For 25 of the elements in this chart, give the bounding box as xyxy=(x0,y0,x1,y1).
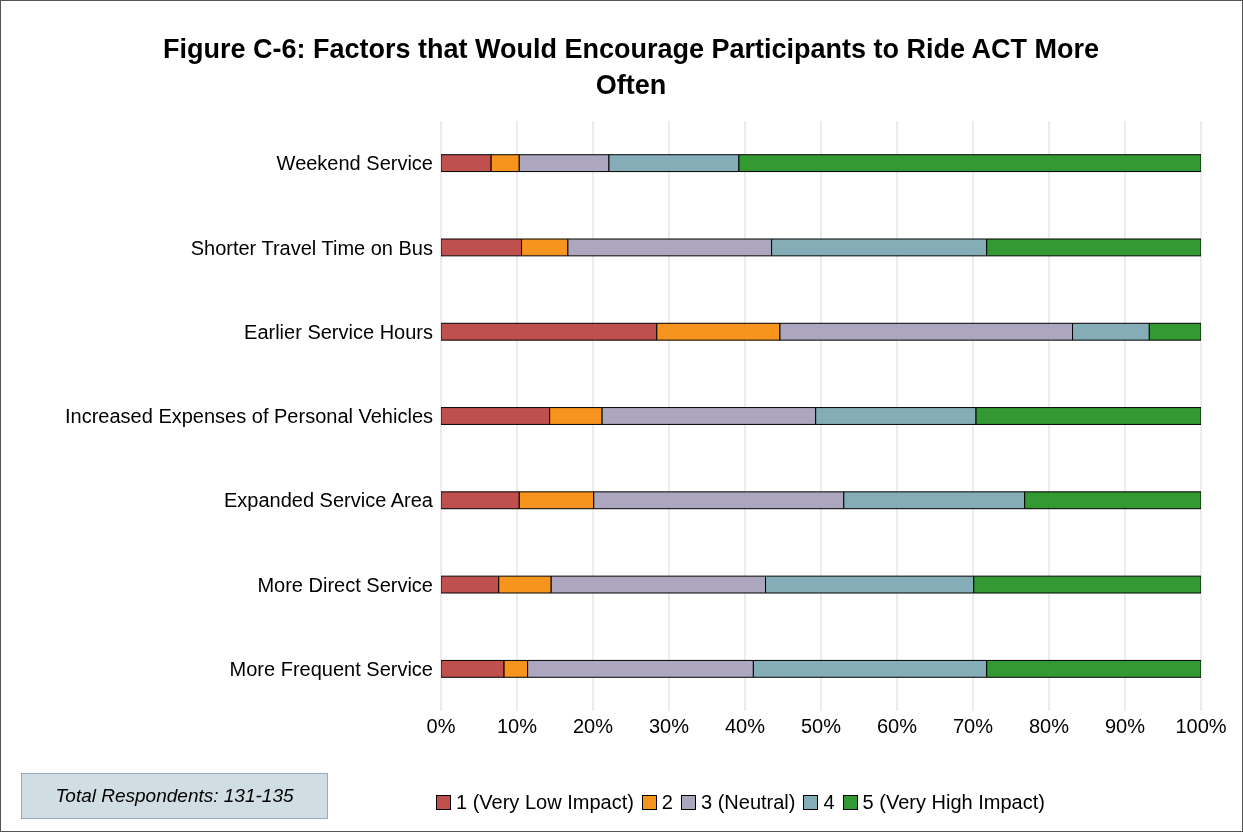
legend-label: 2 xyxy=(661,791,673,814)
legend-label: 5 (Very High Impact) xyxy=(862,791,1045,814)
x-tick-label: 100% xyxy=(1175,715,1227,738)
legend-label: 3 (Neutral) xyxy=(700,791,796,814)
y-tick-label: More Frequent Service xyxy=(229,657,433,680)
x-tick-label: 40% xyxy=(724,715,766,738)
text: Total Respondents: 131-135 xyxy=(21,773,328,819)
y-tick-label: Shorter Travel Time on Bus xyxy=(190,236,433,259)
y-tick-label: Increased Expenses of Personal Vehicles xyxy=(65,405,433,428)
x-tick-label: 60% xyxy=(876,715,918,738)
x-tick-label: 90% xyxy=(1104,715,1146,738)
x-tick-label: 50% xyxy=(800,715,842,738)
x-tick-label: 0% xyxy=(426,715,456,738)
x-tick-label: 10% xyxy=(496,715,538,738)
x-tick-label: 70% xyxy=(952,715,994,738)
legend-label: 1 (Very Low Impact) xyxy=(456,791,634,814)
x-tick-label: 20% xyxy=(572,715,614,738)
chart-title: Figure C-6: Factors that Would Encourage Participants to Ride ACT More Often xyxy=(161,33,1101,102)
x-tick-label: 30% xyxy=(648,715,690,738)
legend-label: 4 xyxy=(823,791,835,814)
y-tick-label: Weekend Service xyxy=(276,152,433,175)
y-tick-label: Earlier Service Hours xyxy=(244,320,433,343)
y-tick-label: More Direct Service xyxy=(257,573,433,596)
y-tick-label: Expanded Service Area xyxy=(223,489,434,512)
x-tick-label: 80% xyxy=(1028,715,1070,738)
